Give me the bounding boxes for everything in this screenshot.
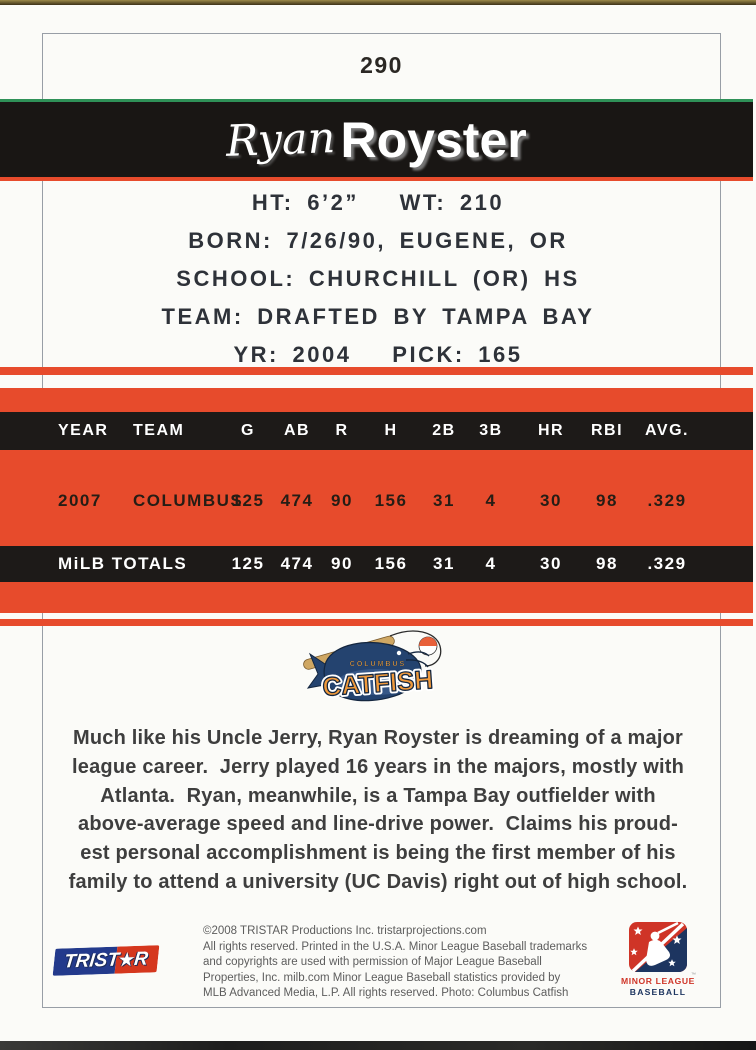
cell-g: 125 [231,491,265,510]
cell-team: COLUMBUS [133,491,244,510]
col-hr: HR [537,422,565,439]
col-year: YEAR [58,422,109,439]
description-line: Atlanta. Ryan, meanwhile, is a Tampa Bay… [100,784,656,807]
bio-school: SCHOOL: CHURCHILL (OR) HS [176,266,580,291]
scan-top-edge [0,0,756,5]
col-g: G [241,422,255,439]
player-bio: HT: 6’2” WT: 210 BORN: 7/26/90, EUGENE, … [0,184,756,374]
col-team: TEAM [133,422,185,439]
player-description: Much like his Uncle Jerry, Ryan Royster … [38,724,718,897]
cell-3b: 4 [485,491,497,510]
col-avg: AVG. [645,422,689,439]
fishing-line-icon [389,630,442,667]
totals-g: 125 [231,554,265,573]
legal-text: ©2008 TRISTAR Productions Inc. tristarpr… [203,924,623,1002]
legal-line: All rights reserved. Printed in the U.S.… [203,940,588,953]
card-number: 290 [360,52,403,78]
cell-hr: 30 [540,491,562,510]
stats-row-2007: 2007 COLUMBUS 125 474 90 156 31 4 30 98 … [0,490,753,512]
description-line: Much like his Uncle Jerry, Ryan Royster … [72,727,683,749]
cell-2b: 31 [433,491,455,510]
totals-rbi: 98 [596,554,618,573]
bobber-icon [418,636,438,656]
totals-2b: 31 [433,554,455,573]
cell-r: 90 [331,491,353,510]
col-ab: AB [283,422,311,439]
team-city-label: COLUMBUS [350,661,406,668]
stats-table: YEAR TEAM G AB R H 2B 3B HR RBI AVG. 200… [0,388,753,613]
col-r: R [335,422,349,439]
tristar-logo: TRIST★R [52,945,160,976]
team-name-label: CATFISH [322,664,435,702]
bio-born: BORN: 7/26/90, EUGENE, OR [188,228,568,253]
tristar-text-post: R [133,948,150,971]
totals-3b: 4 [485,554,497,573]
tristar-logo-wordmark: TRIST★R [53,945,160,976]
catfish-body-icon [306,641,430,702]
cell-avg: .329 [647,491,687,510]
totals-ab: 474 [280,554,314,573]
trademark-symbol: ™ [691,972,696,978]
milb-line1: MINOR LEAGUE [621,976,695,986]
totals-hr: 30 [540,554,562,573]
description-line: family to attend a university (UC Davis)… [68,870,688,893]
description-line: above-average speed and line-drive power… [78,813,678,836]
bio-draft: YR: 2004 PICK: 165 [233,342,523,367]
bio-height-weight: HT: 6’2” WT: 210 [251,190,505,215]
columbus-catfish-logo-icon: COLUMBUS CATFISH CATFISH [303,630,442,704]
cell-ab: 474 [280,491,314,510]
bio-team: TEAM: DRAFTED BY TAMPA BAY [161,304,595,329]
totals-label: MiLB TOTALS [58,554,188,573]
description-line: est personal accomplishment is being the… [80,842,676,865]
player-last-name: Royster [340,111,527,168]
tristar-text-pre: TRIST [62,949,121,973]
milb-stars [630,926,682,967]
col-3b: 3B [479,422,503,439]
col-rbi: RBI [590,422,624,439]
stats-totals-row: MiLB TOTALS 125 474 90 156 31 4 30 98 .3… [0,546,753,582]
orange-stripe-top [0,367,753,375]
totals-h: 156 [374,554,408,573]
totals-r: 90 [331,554,353,573]
cell-rbi: 98 [596,491,618,510]
cell-year: 2007 [58,491,102,510]
col-h: H [384,422,398,439]
minor-league-baseball-logo-icon: ™ MINOR LEAGUE BASEBALL [621,921,696,997]
stats-header-row: YEAR TEAM G AB R H 2B 3B HR RBI AVG. [0,412,753,450]
milb-line2: BASEBALL [630,987,686,997]
player-first-name: Ryan [225,112,337,167]
orange-stripe-bottom [0,619,753,626]
scan-bottom-edge [0,1041,756,1050]
player-name-banner: Ryan Royster [0,99,753,181]
legal-line: and copyrights are used with permission … [203,956,542,969]
batter-silhouette-icon [646,921,679,966]
legal-line: ©2008 TRISTAR Productions Inc. tristarpr… [203,925,487,937]
legal-line: Properties, Inc. milb.com Minor League B… [203,971,561,984]
legal-line: MLB Advanced Media, L.P. All rights rese… [203,987,569,1000]
description-line: league career. Jerry played 16 years in … [72,755,684,778]
cell-h: 156 [374,491,408,510]
col-2b: 2B [432,422,456,439]
totals-avg: .329 [647,554,687,573]
